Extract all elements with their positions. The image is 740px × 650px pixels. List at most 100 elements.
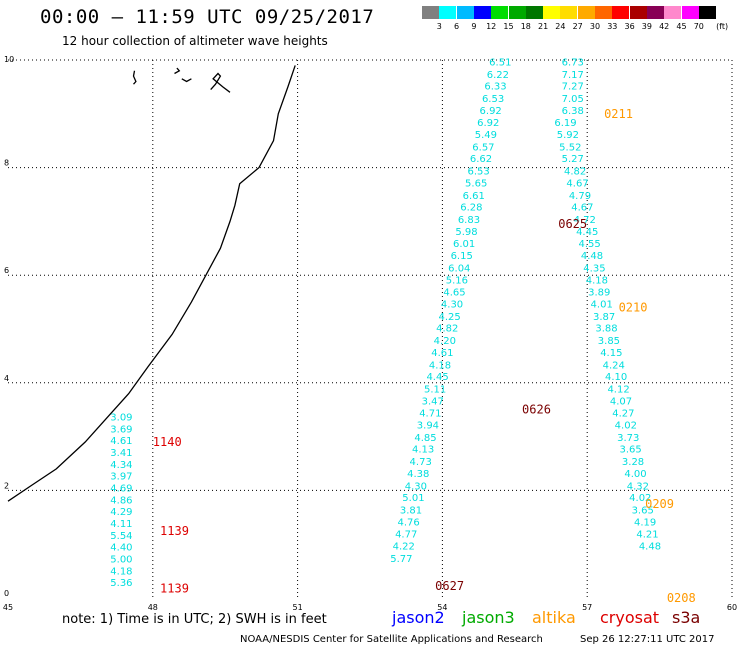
swh-value: 5.01 <box>402 493 424 504</box>
swh-value: 3.81 <box>400 506 422 517</box>
pass-time-label: 0627 <box>435 579 464 593</box>
mission-jason3: jason3 <box>462 608 515 627</box>
swh-value: 5.11 <box>424 384 446 395</box>
swh-value: 4.15 <box>600 348 622 359</box>
y-tick-label: 8 <box>4 159 9 168</box>
swh-value: 6.01 <box>453 239 475 250</box>
swh-value: 4.00 <box>624 469 646 480</box>
scale-swatch <box>508 6 526 19</box>
scale-tick-label: 24 <box>555 22 566 31</box>
pass-time-label: 0626 <box>522 403 551 417</box>
swh-value: 4.61 <box>431 348 453 359</box>
swh-value: 7.17 <box>562 70 584 81</box>
swh-value: 4.35 <box>583 263 605 274</box>
swh-value: 4.86 <box>110 495 132 506</box>
scale-tick-label: 33 <box>607 22 618 31</box>
swh-value: 5.36 <box>110 578 132 589</box>
scale-tick-label: 70 <box>693 22 704 31</box>
swh-value: 5.92 <box>557 130 579 141</box>
swh-value: 4.02 <box>615 421 637 432</box>
swh-value: 4.45 <box>576 227 598 238</box>
swh-value: 4.55 <box>578 239 600 250</box>
map-axes: 45 48 51 54 57 60 0 2 4 6 8 10 <box>3 55 737 612</box>
scale-tick-label: 39 <box>641 22 652 31</box>
swh-value: 4.67 <box>571 203 593 214</box>
pass-time-label: 1140 <box>153 435 182 449</box>
scale-swatch <box>473 6 491 19</box>
swh-value: 4.01 <box>591 299 613 310</box>
swh-value: 3.28 <box>622 457 644 468</box>
pass-time-labels: 1140 1139 1139 0625 0626 0627 0211 0210 0209 0208 <box>153 107 696 605</box>
swh-value: 4.45 <box>426 372 448 383</box>
swh-value: 5.00 <box>110 554 132 565</box>
scale-swatch <box>664 6 682 19</box>
x-tick-label: 45 <box>3 603 13 612</box>
swh-value: 5.49 <box>475 130 497 141</box>
swh-value: 4.22 <box>393 542 415 553</box>
pass-time-label: 0208 <box>667 591 696 605</box>
swh-value: 4.12 <box>607 384 629 395</box>
swh-value: 3.47 <box>422 396 444 407</box>
swh-value: 4.11 <box>110 519 132 530</box>
scale-tick-label: 18 <box>520 22 531 31</box>
scale-swatch <box>595 6 612 19</box>
swh-value: 6.19 <box>554 118 576 129</box>
swh-value: 4.21 <box>636 530 658 541</box>
swh-value: 4.18 <box>586 275 608 286</box>
x-tick-label: 57 <box>582 603 592 612</box>
pass-time-label: 1139 <box>160 581 189 595</box>
swh-value: 3.09 <box>110 412 132 423</box>
scale-tick-label: 27 <box>572 22 583 31</box>
swh-value: 6.28 <box>460 203 482 214</box>
swh-value: 4.38 <box>407 469 429 480</box>
swh-value: 5.27 <box>562 154 584 165</box>
swh-value: 6.53 <box>482 94 504 105</box>
track-cryosat-1140-1139: 3.093.694.613.414.343.974.694.864.294.11… <box>110 412 132 589</box>
units-note: note: 1) Time is in UTC; 2) SWH is in fe… <box>62 612 327 627</box>
swh-value: 4.10 <box>605 372 627 383</box>
swh-value: 5.16 <box>446 275 468 286</box>
scale-tick-label: 6 <box>454 22 460 31</box>
swh-value: 6.38 <box>562 106 584 117</box>
island-outline <box>181 78 192 83</box>
swh-value: 6.33 <box>484 82 506 93</box>
swh-value: 4.29 <box>110 507 132 518</box>
swh-value: 6.92 <box>480 106 502 117</box>
scale-swatch <box>629 6 647 19</box>
scale-swatch <box>456 6 474 19</box>
swh-value: 4.69 <box>110 483 132 494</box>
coastline <box>7 65 296 502</box>
mission-altika: altika <box>532 608 576 627</box>
swh-value: 6.04 <box>448 263 470 274</box>
pass-time-label: 1139 <box>160 524 189 538</box>
swh-value: 6.51 <box>489 57 511 68</box>
swh-value: 4.13 <box>412 445 434 456</box>
scale-tick-label: 30 <box>589 22 601 31</box>
swh-value: 4.85 <box>414 433 436 444</box>
island-outline <box>174 67 181 75</box>
swh-value: 4.67 <box>566 178 588 189</box>
swh-value: 4.79 <box>569 191 591 202</box>
swh-value: 3.73 <box>617 433 639 444</box>
swh-value: 6.83 <box>458 215 480 226</box>
swh-value: 4.40 <box>110 543 132 554</box>
swh-value: 4.48 <box>639 542 661 553</box>
swh-value: 4.65 <box>443 288 465 299</box>
scale-swatch <box>612 6 630 19</box>
swh-value: 4.34 <box>110 460 132 471</box>
y-tick-label: 10 <box>4 55 14 64</box>
figure-title: 00:00 – 11:59 UTC 09/25/2017 <box>40 6 375 28</box>
scale-tick-label: 3 <box>436 22 442 31</box>
swh-value: 4.77 <box>395 530 417 541</box>
mission-s3a: s3a <box>672 608 701 627</box>
swh-value: 4.02 <box>629 493 651 504</box>
pass-time-label: 0625 <box>558 217 587 231</box>
coastline-path <box>7 65 296 502</box>
swh-value: 6.57 <box>472 142 494 153</box>
swh-value: 3.89 <box>588 288 610 299</box>
swh-value: 4.72 <box>574 215 596 226</box>
swh-value: 3.85 <box>598 336 620 347</box>
swh-value: 4.71 <box>419 409 441 420</box>
figure-subtitle: 12 hour collection of altimeter wave hei… <box>62 34 328 48</box>
y-tick-label: 2 <box>4 481 9 490</box>
